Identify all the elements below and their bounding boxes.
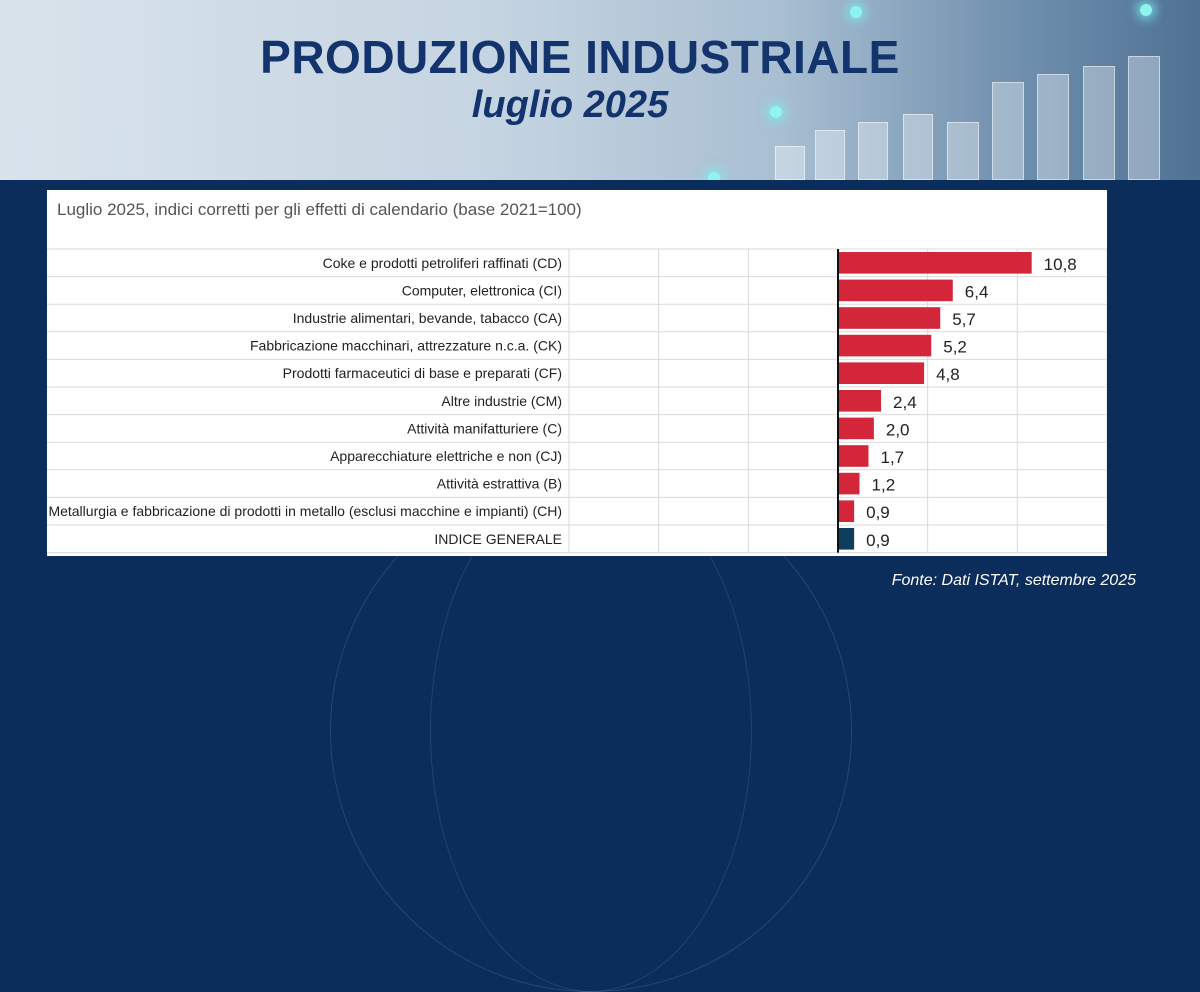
decorative-bar <box>947 122 979 180</box>
decorative-dot <box>1140 4 1152 16</box>
category-label: Coke e prodotti petroliferi raffinati (C… <box>323 255 562 271</box>
bar <box>838 362 925 384</box>
data-label: 6,4 <box>965 282 989 301</box>
chart-panel: Luglio 2025, indici corretti per gli eff… <box>47 190 1107 556</box>
decorative-bar <box>775 146 805 180</box>
bar <box>838 417 874 440</box>
page-title: PRODUZIONE INDUSTRIALE <box>260 31 900 83</box>
category-label: Attività estrattiva (B) <box>437 476 562 492</box>
header-banner: PRODUZIONE INDUSTRIALE luglio 2025 <box>0 0 1200 180</box>
bar <box>838 252 1032 274</box>
bar <box>838 307 941 329</box>
decorative-bar <box>858 122 888 180</box>
data-label: 1,7 <box>880 448 904 467</box>
data-label: 5,2 <box>943 338 967 357</box>
category-label: Attività manifatturiere (C) <box>407 420 562 436</box>
category-label: Fabbricazione macchinari, attrezzature n… <box>250 338 562 354</box>
decorative-bar <box>903 114 933 180</box>
data-label: 10,8 <box>1044 255 1077 274</box>
decorative-bar <box>1128 56 1160 180</box>
bar <box>838 472 860 495</box>
bar <box>838 390 882 412</box>
decorative-bar <box>992 82 1024 180</box>
data-label: 1,2 <box>872 476 896 495</box>
bar-chart: 10,8 Coke e prodotti petroliferi raffinat… <box>47 248 1107 554</box>
decorative-bar <box>1037 74 1069 180</box>
category-label: Altre industrie (CM) <box>441 393 562 409</box>
category-label: INDICE GENERALE <box>434 531 562 547</box>
chart-title: Luglio 2025, indici corretti per gli eff… <box>57 200 582 219</box>
source-note: Fonte: Dati ISTAT, settembre 2025 <box>891 572 1136 589</box>
category-label: Apparecchiature elettriche e non (CJ) <box>330 448 562 464</box>
category-label: Computer, elettronica (CI) <box>402 282 562 298</box>
decorative-dot <box>708 172 720 180</box>
data-label: 2,0 <box>886 420 910 439</box>
decorative-bar <box>815 130 845 180</box>
data-label: 0,9 <box>866 531 890 550</box>
category-label: Prodotti farmaceutici di base e preparat… <box>283 365 562 381</box>
category-label: Metallurgia e fabbricazione di prodotti … <box>48 503 562 519</box>
bar <box>838 528 855 550</box>
data-label: 4,8 <box>936 365 960 384</box>
bar <box>838 279 953 302</box>
decorative-bar <box>1083 66 1115 180</box>
decorative-dot <box>770 106 782 118</box>
bar <box>838 500 855 522</box>
bar <box>838 445 869 467</box>
data-label: 5,7 <box>952 310 976 329</box>
data-label: 0,9 <box>866 503 890 522</box>
category-label: Industrie alimentari, bevande, tabacco (… <box>293 310 562 326</box>
bar <box>838 334 932 357</box>
page-subtitle: luglio 2025 <box>471 84 669 126</box>
decorative-dot <box>850 6 862 18</box>
data-label: 2,4 <box>893 393 917 412</box>
